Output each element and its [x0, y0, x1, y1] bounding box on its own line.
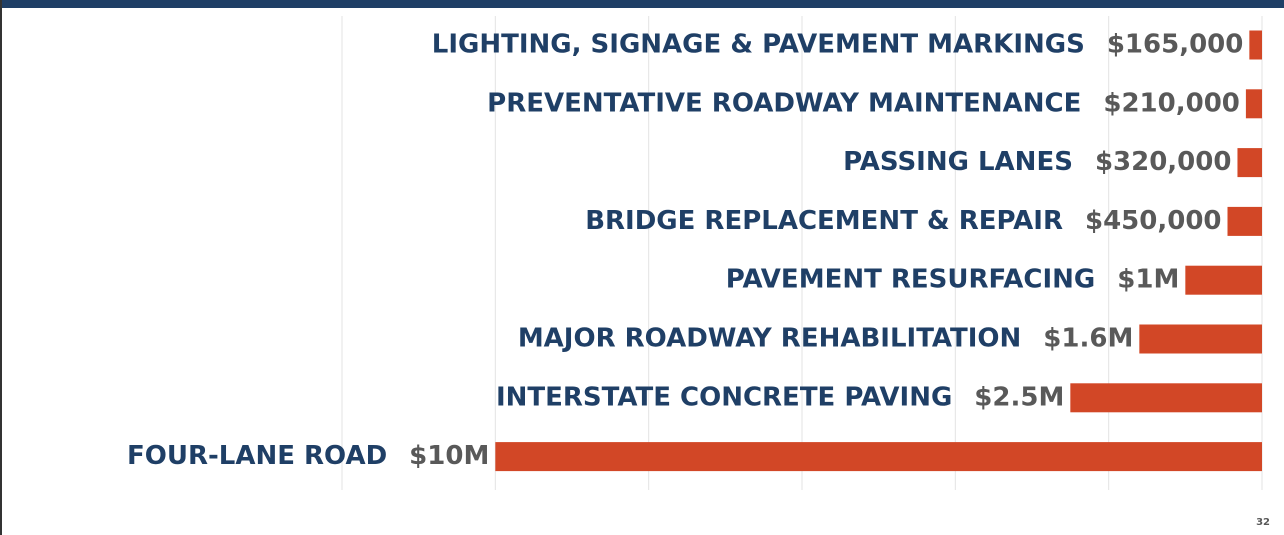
- bar: [1227, 206, 1262, 236]
- bar: [1245, 89, 1262, 119]
- value-label: $1.6M: [1043, 324, 1133, 354]
- category-label: PASSING LANES: [843, 147, 1073, 177]
- grid: [341, 16, 1263, 490]
- bar: [1237, 148, 1262, 178]
- marks: $165,000 LIGHTING, SIGNAGE & PAVEMENT MAR…: [127, 30, 1262, 472]
- category-label: PAVEMENT RESURFACING: [726, 265, 1095, 295]
- category-label: BRIDGE REPLACEMENT & REPAIR: [585, 206, 1063, 236]
- value-label: $1M: [1117, 265, 1179, 295]
- category-label: MAJOR ROADWAY REHABILITATION: [518, 324, 1021, 354]
- bar: [1249, 30, 1262, 60]
- bar: [495, 442, 1262, 472]
- page-number: 32: [1256, 517, 1270, 528]
- category-label: LIGHTING, SIGNAGE & PAVEMENT MARKINGS: [432, 30, 1085, 60]
- value-label: $210,000: [1103, 88, 1240, 118]
- value-label: $10M: [409, 441, 489, 471]
- bar: [1185, 265, 1262, 295]
- top-band: [0, 0, 1284, 8]
- category-label: FOUR-LANE ROAD: [127, 441, 387, 471]
- value-label: $2.5M: [974, 382, 1064, 412]
- bar: [1139, 324, 1262, 354]
- bar: [1070, 383, 1262, 413]
- value-label: $450,000: [1085, 206, 1222, 236]
- value-label: $320,000: [1095, 147, 1232, 177]
- value-label: $165,000: [1107, 30, 1244, 60]
- category-label: PREVENTATIVE ROADWAY MAINTENANCE: [487, 88, 1081, 118]
- category-label: INTERSTATE CONCRETE PAVING: [496, 382, 952, 412]
